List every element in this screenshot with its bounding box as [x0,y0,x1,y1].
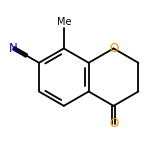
Text: O: O [109,42,118,55]
Text: N: N [9,42,18,55]
Text: O: O [109,117,118,130]
Text: Me: Me [57,17,71,27]
